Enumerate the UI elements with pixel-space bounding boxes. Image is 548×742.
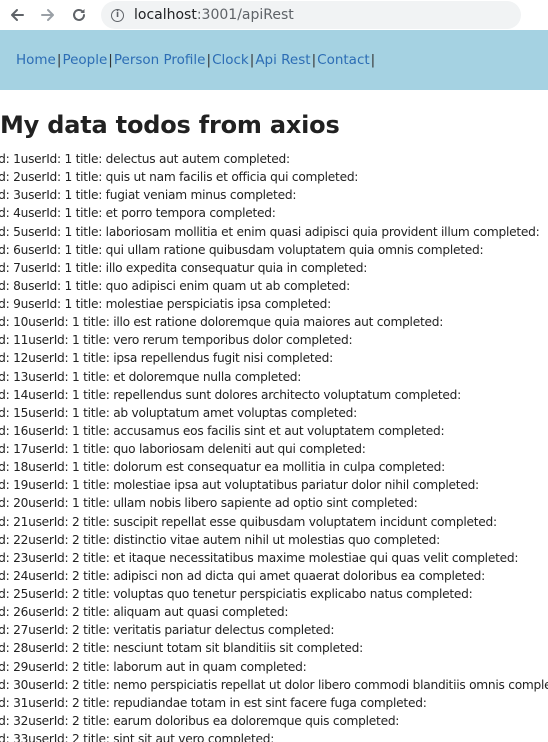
nav-link-api-rest[interactable]: Api Rest — [255, 52, 311, 68]
todo-item: id: 3userId: 1 title: fugiat veniam minu… — [0, 188, 297, 203]
todo-item: id: 7userId: 1 title: illo expedita cons… — [0, 260, 368, 275]
todo-item: id: 17userId: 1 title: quo laboriosam de… — [0, 442, 366, 456]
todo-item: id: 12userId: 1 title: ipsa repellendus … — [0, 351, 333, 366]
arrow-right-icon — [41, 9, 54, 21]
todo-item: id: 20userId: 1 title: ullam nobis liber… — [0, 496, 418, 511]
address-bar[interactable]: i localhost:3001/apiRest — [101, 1, 521, 29]
nav-link-home[interactable]: Home — [16, 52, 56, 68]
arrow-left-icon — [11, 9, 24, 21]
todo-item: id: 16userId: 1 title: accusamus eos fac… — [0, 423, 445, 438]
todo-item: id: 25userId: 2 title: voluptas quo tene… — [0, 587, 473, 601]
nav-separator: | — [370, 52, 376, 68]
todo-item: id: 30userId: 2 title: nemo perspiciatis… — [0, 677, 548, 692]
todo-item: id: 5userId: 1 title: laboriosam molliti… — [0, 224, 540, 239]
todo-item: id: 1userId: 1 title: delectus aut autem… — [0, 152, 290, 166]
todo-item: id: 13userId: 1 title: et doloremque nul… — [0, 369, 302, 384]
todo-item: id: 24userId: 2 title: adipisci non ad d… — [0, 568, 486, 583]
todo-item: id: 6userId: 1 title: qui ullam ratione … — [0, 242, 484, 257]
todo-item: id: 33userId: 2 title: sint sit aut vero… — [0, 732, 275, 742]
url-text[interactable]: localhost:3001/apiRest — [134, 7, 294, 23]
todo-item: id: 31userId: 2 title: repudiandae totam… — [0, 695, 427, 710]
todo-item: id: 22userId: 2 title: distinctio vitae … — [0, 532, 441, 547]
todo-item: id: 26userId: 2 title: aliquam aut quasi… — [0, 605, 289, 620]
browser-toolbar: i localhost:3001/apiRest — [0, 0, 548, 30]
nav-separator: | — [206, 52, 212, 68]
todo-list: id: 1userId: 1 title: delectus aut autem… — [0, 150, 548, 742]
url-host: localhost — [134, 7, 197, 23]
reload-button[interactable] — [66, 2, 92, 28]
todo-item: id: 11userId: 1 title: vero rerum tempor… — [0, 333, 353, 348]
nav-separator: | — [311, 52, 317, 68]
todo-item: id: 21userId: 2 title: suscipit repellat… — [0, 514, 497, 529]
todo-item: id: 2userId: 1 title: quis ut nam facili… — [0, 170, 359, 185]
todo-item: id: 15userId: 1 title: ab voluptatum ame… — [0, 405, 358, 420]
main-content: My data todos from axios id: 1userId: 1 … — [0, 108, 548, 742]
reload-icon — [73, 8, 85, 21]
site-navbar: Home | People | Person Profile | Clock |… — [0, 30, 548, 90]
todo-item: id: 8userId: 1 title: quo adipisci enim … — [0, 278, 351, 293]
page-title: My data todos from axios — [0, 111, 340, 139]
todo-item: id: 18userId: 1 title: dolorum est conse… — [0, 460, 445, 475]
todo-item: id: 9userId: 1 title: molestiae perspici… — [0, 297, 331, 311]
nav-link-people[interactable]: People — [62, 52, 108, 68]
info-icon[interactable]: i — [111, 8, 124, 22]
todo-item: id: 14userId: 1 title: repellendus sunt … — [0, 387, 461, 402]
todo-item: id: 28userId: 2 title: nesciunt totam si… — [0, 641, 363, 656]
nav-separator: | — [108, 52, 113, 68]
todo-item: id: 29userId: 2 title: laborum aut in qu… — [0, 659, 307, 674]
nav-link-contact[interactable]: Contact — [317, 52, 370, 68]
forward-button[interactable] — [35, 2, 61, 28]
todo-item: id: 4userId: 1 title: et porro tempora c… — [0, 206, 276, 221]
todo-item: id: 23userId: 2 title: et itaque necessi… — [0, 550, 519, 565]
nav-separator: | — [56, 52, 62, 68]
todo-item: id: 27userId: 2 title: veritatis pariatu… — [0, 623, 335, 638]
url-path: :3001/apiRest — [196, 7, 294, 23]
back-button[interactable] — [4, 2, 30, 28]
nav-link-person-profile[interactable]: Person Profile — [113, 52, 206, 68]
todo-item: id: 32userId: 2 title: earum doloribus e… — [0, 713, 400, 728]
todo-item: id: 19userId: 1 title: molestiae ipsa au… — [0, 478, 479, 493]
todo-item: id: 10userId: 1 title: illo est ratione … — [0, 315, 444, 330]
nav-separator: | — [249, 52, 255, 68]
nav-link-clock[interactable]: Clock — [212, 52, 249, 68]
